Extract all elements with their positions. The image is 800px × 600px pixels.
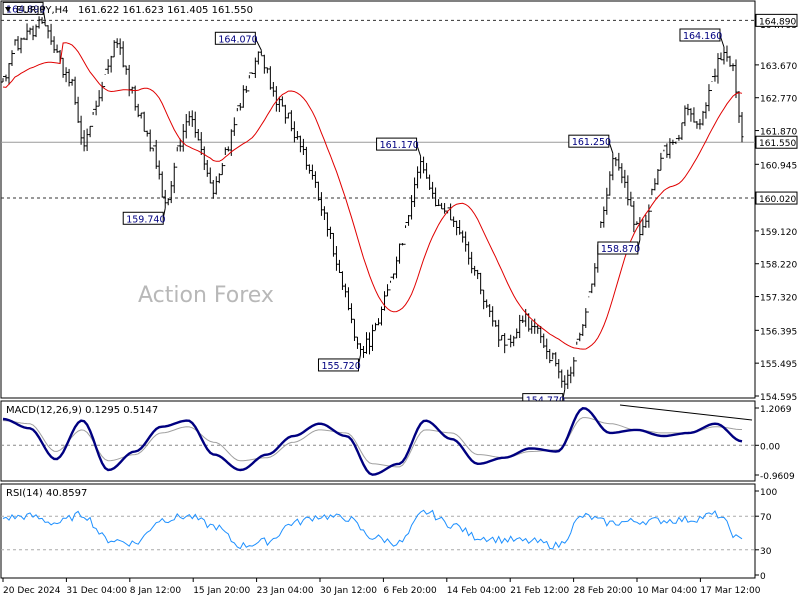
- annotation-leader: [254, 38, 262, 51]
- rsi-tick-label: 100: [760, 488, 777, 498]
- macd-panel-frame: [0, 400, 756, 482]
- watermark: Action Forex: [138, 283, 274, 308]
- price-tick-label: 157.320: [760, 294, 797, 304]
- time-tick-label: 30 Jan 12:00: [320, 586, 377, 596]
- annotation-box: [214, 31, 256, 45]
- rsi-panel-frame: [0, 483, 756, 579]
- annotation-leader: [719, 34, 725, 48]
- price-bars: [1, 16, 744, 390]
- macd-panel: MACD(12,26,9) 0.1295 0.5147: [0, 400, 756, 482]
- annotation-label: 164.070: [218, 34, 257, 45]
- price-tick-label: 158.220: [760, 261, 797, 271]
- macd-axis: 1.2069 0.00 -0.9609: [755, 405, 795, 482]
- macd-tick-label: -0.9609: [760, 472, 795, 482]
- rsi-axis: 100 70 30 0: [755, 488, 777, 582]
- annotation-label: 161.250: [572, 137, 611, 148]
- price-panel-frame: [0, 0, 756, 399]
- time-tick-label: 6 Feb 20:00: [383, 586, 437, 596]
- symbol-label: EURJPY,H4: [16, 5, 69, 16]
- price-level-box: [755, 191, 798, 205]
- rsi-line: [2, 509, 743, 550]
- ohlc-readout: 161.622 161.623 161.405 161.550: [78, 5, 253, 16]
- annotation-box: [122, 211, 164, 225]
- time-tick-label: 8 Jan 12:00: [130, 586, 182, 596]
- moving-average-line: [2, 42, 743, 350]
- annotation-box: [317, 358, 359, 372]
- price-level-label: 160.020: [759, 195, 796, 205]
- macd-tick-label: 1.2069: [760, 405, 792, 415]
- annotation-box: [568, 134, 610, 148]
- time-tick-label: 14 Feb 04:00: [447, 586, 506, 596]
- rsi-tick-label: 0: [760, 572, 766, 582]
- price-level-label: 164.890: [759, 17, 796, 27]
- price-axis: 164.795163.670162.770161.870160.945159.1…: [755, 13, 798, 403]
- price-tick-label: 160.945: [760, 161, 797, 171]
- collapse-triangle-icon[interactable]: [5, 7, 11, 12]
- price-level-box: [755, 135, 798, 149]
- time-tick-label: 23 Jan 04:00: [257, 586, 314, 596]
- macd-main-line: [2, 407, 743, 476]
- price-tick-label: 154.595: [760, 393, 797, 403]
- time-tick-label: 21 Feb 12:00: [510, 586, 569, 596]
- time-tick-label: 17 Mar 12:00: [700, 586, 760, 596]
- price-level-label: 161.550: [759, 139, 796, 149]
- time-tick-label: 31 Dec 04:00: [66, 586, 127, 596]
- annotation-box: [597, 241, 639, 255]
- annotation-box: [376, 137, 418, 151]
- price-tick-label: 162.770: [760, 95, 797, 105]
- annotation-leader: [608, 141, 614, 154]
- rsi-tick-label: 30: [760, 547, 772, 557]
- annotation-box: [2, 1, 44, 15]
- annotation-label: 155.720: [321, 361, 360, 372]
- time-tick-label: 15 Jan 20:00: [193, 586, 250, 596]
- annotation-label: 161.170: [380, 140, 419, 151]
- price-tick-label: 163.670: [760, 62, 797, 72]
- price-tick-label: 156.395: [760, 327, 797, 337]
- macd-tick-label: 0.00: [760, 442, 780, 452]
- price-panel: Action Forex 164.890 164.070 159.740 155.72…: [0, 0, 756, 407]
- macd-title: MACD(12,26,9) 0.1295 0.5147: [6, 405, 158, 416]
- annotation-label: 164.890: [6, 4, 45, 15]
- price-tick-label: 159.120: [760, 228, 797, 238]
- annotation-label: 158.870: [601, 244, 640, 255]
- rsi-tick-label: 70: [760, 513, 772, 523]
- time-tick-label: 28 Feb 20:00: [574, 586, 633, 596]
- rsi-title: RSI(14) 40.8597: [6, 488, 87, 499]
- price-tick-label: 155.495: [760, 360, 797, 370]
- time-axis: 20 Dec 2024 31 Dec 04:00 8 Jan 12:00 15 Jan…: [2, 578, 761, 596]
- time-tick-label: 20 Dec 2024: [3, 586, 61, 596]
- annotation-label: 159.740: [126, 214, 165, 225]
- price-tick-label: 161.870: [760, 128, 797, 138]
- annotation-label: 164.160: [683, 31, 722, 42]
- annotation-leader: [416, 143, 422, 157]
- annotation-box: [679, 28, 721, 42]
- rsi-panel: RSI(14) 40.8597: [0, 483, 756, 579]
- price-level-box: [755, 13, 798, 27]
- time-tick-label: 10 Mar 04:00: [637, 586, 697, 596]
- macd-trendline: [619, 404, 753, 421]
